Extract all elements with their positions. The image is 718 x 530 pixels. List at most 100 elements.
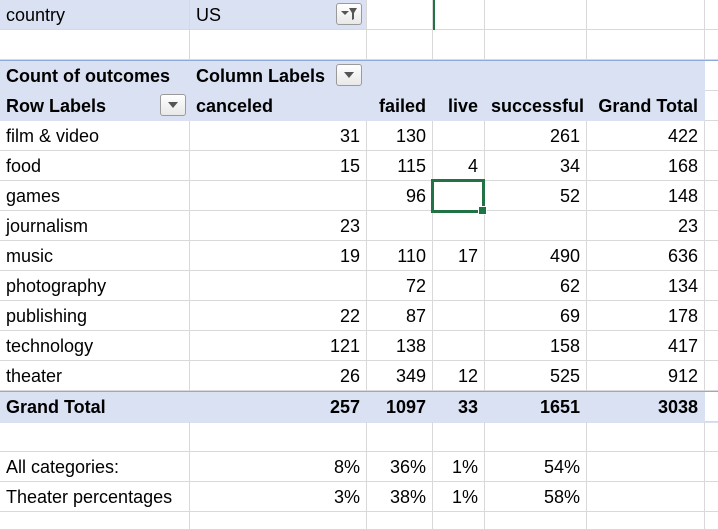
value-cell[interactable]: 490 — [485, 241, 587, 271]
cell[interactable] — [0, 512, 190, 530]
cell[interactable] — [433, 61, 485, 91]
cell[interactable] — [485, 512, 587, 530]
row-label-cell[interactable]: food — [0, 151, 190, 181]
percentage-label-cell[interactable]: All categories: — [0, 452, 190, 482]
percentage-label-cell[interactable]: Theater percentages — [0, 482, 190, 512]
row-label-cell[interactable]: publishing — [0, 301, 190, 331]
percentage-cell[interactable]: 38% — [367, 482, 433, 512]
value-cell[interactable]: 636 — [587, 241, 705, 271]
value-cell[interactable] — [367, 211, 433, 241]
value-cell[interactable]: 349 — [367, 361, 433, 391]
cell[interactable] — [705, 121, 718, 151]
value-cell[interactable]: 96 — [367, 181, 433, 211]
cell[interactable] — [367, 30, 433, 60]
cell[interactable] — [190, 512, 367, 530]
column-header-canceled[interactable]: canceled — [190, 91, 367, 121]
row-label-cell[interactable]: journalism — [0, 211, 190, 241]
value-cell[interactable] — [433, 301, 485, 331]
grand-total-value[interactable]: 1651 — [485, 392, 587, 422]
cell[interactable] — [705, 392, 718, 422]
row-label-cell[interactable]: games — [0, 181, 190, 211]
cell[interactable] — [587, 482, 705, 512]
column-labels-dropdown-button[interactable] — [336, 64, 362, 86]
value-cell[interactable]: 87 — [367, 301, 433, 331]
column-header-successful[interactable]: successful — [485, 91, 587, 121]
value-cell[interactable]: 62 — [485, 271, 587, 301]
value-cell[interactable]: 158 — [485, 331, 587, 361]
cell[interactable] — [367, 512, 433, 530]
value-cell[interactable]: 912 — [587, 361, 705, 391]
value-cell[interactable]: 52 — [485, 181, 587, 211]
value-cell[interactable]: 12 — [433, 361, 485, 391]
row-label-cell[interactable]: film & video — [0, 121, 190, 151]
percentage-cell[interactable]: 3% — [190, 482, 367, 512]
cell[interactable] — [705, 151, 718, 181]
cell[interactable] — [190, 30, 367, 60]
filter-value-cell[interactable]: US — [190, 0, 367, 30]
cell[interactable] — [705, 0, 718, 30]
row-label-cell[interactable]: theater — [0, 361, 190, 391]
value-cell[interactable] — [433, 211, 485, 241]
value-cell[interactable]: 134 — [587, 271, 705, 301]
cell[interactable] — [705, 271, 718, 301]
value-caption-cell[interactable]: Count of outcomes — [0, 61, 190, 91]
cell[interactable] — [433, 30, 485, 60]
value-cell[interactable]: 138 — [367, 331, 433, 361]
value-cell[interactable]: 115 — [367, 151, 433, 181]
cell[interactable] — [705, 211, 718, 241]
value-cell[interactable]: 178 — [587, 301, 705, 331]
cell[interactable] — [433, 422, 485, 452]
percentage-cell[interactable]: 36% — [367, 452, 433, 482]
cell[interactable] — [587, 61, 705, 91]
cell[interactable] — [705, 30, 718, 60]
value-cell[interactable]: 69 — [485, 301, 587, 331]
row-label-cell[interactable]: music — [0, 241, 190, 271]
value-cell[interactable]: 4 — [433, 151, 485, 181]
cell[interactable] — [705, 91, 718, 121]
value-cell[interactable]: 110 — [367, 241, 433, 271]
cell[interactable] — [433, 512, 485, 530]
cell[interactable] — [190, 422, 367, 452]
percentage-cell[interactable]: 1% — [433, 452, 485, 482]
cell[interactable] — [705, 301, 718, 331]
value-cell[interactable]: 130 — [367, 121, 433, 151]
cell[interactable] — [485, 61, 587, 91]
cell[interactable] — [705, 452, 718, 482]
cell[interactable] — [705, 241, 718, 271]
cell[interactable] — [0, 30, 190, 60]
cell[interactable] — [705, 512, 718, 530]
cell[interactable] — [705, 331, 718, 361]
fill-handle[interactable] — [478, 206, 487, 215]
value-cell[interactable]: 19 — [190, 241, 367, 271]
grand-total-value[interactable]: 1097 — [367, 392, 433, 422]
cell[interactable] — [587, 452, 705, 482]
cell[interactable] — [705, 361, 718, 391]
row-label-cell[interactable]: photography — [0, 271, 190, 301]
column-header-live[interactable]: live — [433, 91, 485, 121]
country-filter-button[interactable] — [336, 3, 362, 25]
cell[interactable] — [705, 61, 718, 91]
cell[interactable] — [705, 181, 718, 211]
grand-total-value[interactable]: 33 — [433, 392, 485, 422]
value-cell[interactable]: 22 — [190, 301, 367, 331]
value-cell[interactable]: 168 — [587, 151, 705, 181]
cell[interactable] — [587, 422, 705, 452]
cell[interactable] — [367, 61, 433, 91]
value-cell[interactable]: 417 — [587, 331, 705, 361]
column-header-grand-total[interactable]: Grand Total — [587, 91, 705, 121]
value-cell[interactable]: 23 — [587, 211, 705, 241]
cell[interactable] — [367, 422, 433, 452]
value-cell[interactable] — [190, 271, 367, 301]
value-cell[interactable]: 31 — [190, 121, 367, 151]
percentage-cell[interactable]: 54% — [485, 452, 587, 482]
grand-total-value[interactable]: 3038 — [587, 392, 705, 422]
value-cell[interactable]: 26 — [190, 361, 367, 391]
cell[interactable] — [705, 422, 718, 452]
value-cell[interactable]: 148 — [587, 181, 705, 211]
value-cell[interactable] — [433, 331, 485, 361]
cell[interactable] — [433, 0, 485, 30]
cell[interactable] — [367, 0, 433, 30]
value-cell[interactable]: 17 — [433, 241, 485, 271]
row-labels-dropdown-button[interactable] — [160, 94, 186, 116]
row-labels-cell[interactable]: Row Labels — [0, 91, 190, 121]
